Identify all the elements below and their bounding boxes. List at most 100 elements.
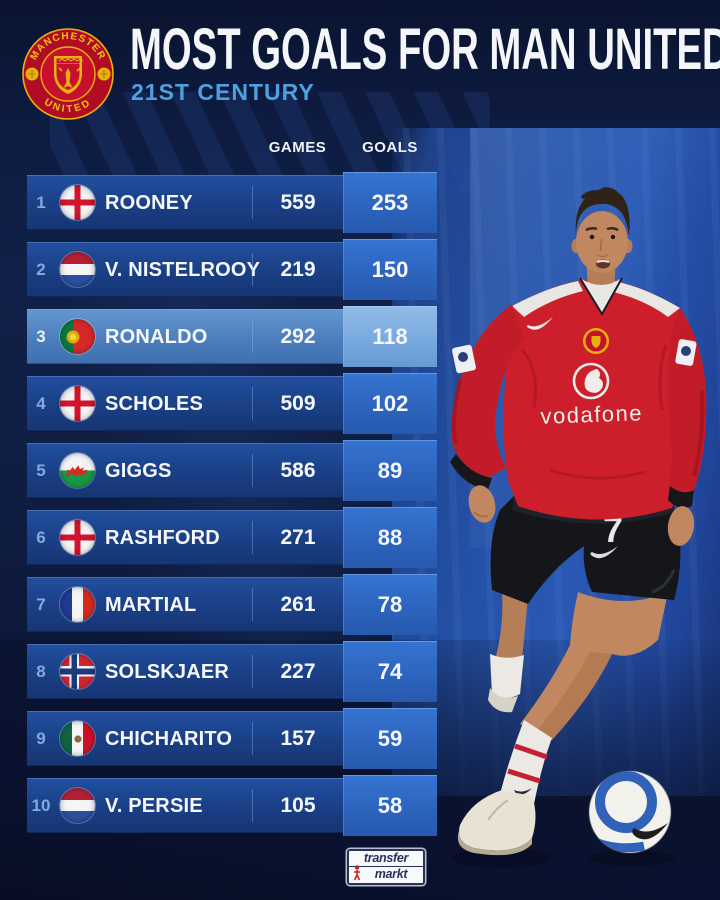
- row-rank: 2: [36, 260, 46, 279]
- row-goals: 58: [377, 793, 403, 818]
- england-flag-icon: [60, 386, 95, 421]
- column-divider: [252, 253, 253, 286]
- hand-right: [667, 506, 695, 546]
- column-divider: [252, 186, 253, 219]
- row-goals: 118: [372, 324, 408, 349]
- netherlands-flag-icon: [60, 788, 95, 823]
- vodafone-logo: [572, 362, 610, 400]
- row-goals-box: 253: [343, 172, 437, 233]
- row-goals: 74: [377, 659, 403, 684]
- page-subtitle: 21ST CENTURY: [131, 79, 315, 105]
- vodafone-wordmark: vodafone: [540, 400, 643, 429]
- row-goals-box: 89: [343, 440, 437, 501]
- boot: [458, 790, 536, 851]
- row-goals: 150: [371, 257, 409, 282]
- row-games: 261: [280, 593, 316, 616]
- row-games: 586: [280, 459, 316, 482]
- table-row-5: 5 GIGGS 586 89: [27, 440, 437, 501]
- table-row-8: 8 SOLSKJAER 227 74: [27, 641, 437, 702]
- england-flag-icon: [60, 185, 95, 220]
- jersey-torso: [503, 280, 687, 520]
- mexico-flag-icon: [60, 721, 95, 756]
- transfermarkt-wordmark-bottom: markt: [374, 867, 408, 881]
- row-goals: 253: [371, 190, 409, 215]
- row-player: V. NISTELROOY: [105, 259, 261, 281]
- row-player: GIGGS: [105, 460, 172, 482]
- front-leg: [457, 592, 668, 856]
- column-divider: [252, 320, 253, 353]
- netherlands-flag-icon: [60, 252, 95, 287]
- cuff-left: [450, 454, 492, 490]
- right-arm: [667, 308, 707, 546]
- row-player: MARTIAL: [105, 594, 197, 616]
- row-games: 509: [280, 392, 316, 415]
- shorts-swoosh-icon: [590, 546, 618, 559]
- wales-flag-icon: [60, 453, 95, 488]
- hand-left: [468, 485, 496, 523]
- goals-column-header: GOALS: [362, 139, 418, 156]
- row-rank: 9: [36, 729, 46, 748]
- table-row-10: 10 V. PERSIE 105 58: [27, 775, 437, 836]
- row-goals-box: 74: [343, 641, 437, 702]
- portugal-flag-icon: [60, 319, 95, 354]
- ball-swoosh-icon: [632, 823, 668, 840]
- france-flag-icon: [60, 587, 95, 622]
- row-rank: 1: [36, 193, 46, 212]
- row-player: ROONEY: [105, 192, 193, 214]
- column-divider: [252, 387, 253, 420]
- page-title: MOST GOALS FOR MAN UNITED: [130, 17, 720, 82]
- row-rank: 3: [36, 327, 46, 346]
- row-goals-box: 118: [343, 306, 437, 367]
- row-rank: 4: [36, 394, 46, 413]
- row-rank: 5: [36, 461, 46, 480]
- games-column-header: GAMES: [268, 139, 327, 156]
- column-divider: [252, 789, 253, 822]
- head: [571, 187, 633, 316]
- row-rank: 8: [36, 662, 46, 681]
- transfermarkt-logo: transfer markt: [347, 849, 425, 885]
- row-games: 219: [280, 258, 316, 281]
- norway-flag-icon: [60, 654, 95, 689]
- column-divider: [252, 521, 253, 554]
- row-goals: 59: [377, 726, 403, 751]
- manchester-united-crest-icon: MANCHESTER UNITED: [22, 28, 114, 120]
- row-goals-box: 150: [343, 239, 437, 300]
- row-goals-box: 102: [343, 373, 437, 434]
- england-flag-icon: [60, 520, 95, 555]
- crest-devil: [63, 68, 73, 88]
- row-games: 157: [280, 727, 316, 750]
- column-divider: [252, 454, 253, 487]
- row-games: 227: [280, 660, 316, 683]
- table-row-3: 3 RONALDO 292 118: [27, 306, 437, 367]
- collar: [580, 278, 622, 314]
- row-goals: 88: [377, 525, 403, 550]
- ronaldo-photo: 7: [450, 187, 707, 868]
- row-goals-box: 78: [343, 574, 437, 635]
- table-row-1: 1 ROONEY 559 253: [27, 172, 437, 233]
- row-goals: 89: [377, 458, 403, 483]
- jersey-crest-icon: [583, 328, 609, 354]
- row-player: SOLSKJAER: [105, 661, 230, 683]
- row-games: 105: [280, 794, 316, 817]
- football: [588, 770, 674, 866]
- jersey-swoosh-icon: [527, 317, 553, 330]
- row-player: RASHFORD: [105, 527, 220, 549]
- table-row-2: 2 V. NISTELROOY 219 150: [27, 239, 437, 300]
- row-player: CHICHARITO: [105, 728, 233, 750]
- column-divider: [252, 722, 253, 755]
- row-goals-box: 58: [343, 775, 437, 836]
- hair: [575, 188, 630, 236]
- row-rank: 10: [31, 796, 51, 815]
- table-row-9: 9 CHICHARITO 157 59: [27, 708, 437, 769]
- column-divider: [252, 655, 253, 688]
- transfermarkt-wordmark-top: transfer: [349, 851, 423, 867]
- row-games: 559: [280, 191, 316, 214]
- row-player: SCHOLES: [105, 393, 204, 415]
- row-goals: 102: [371, 391, 409, 416]
- sock-stripe: [507, 768, 541, 784]
- row-rank: 7: [36, 595, 46, 614]
- sock-swoosh-icon: [514, 788, 532, 795]
- column-divider: [252, 588, 253, 621]
- jersey-graphics: vodafone: [527, 317, 643, 429]
- table-row-6: 6 RASHFORD 271 88: [27, 507, 437, 568]
